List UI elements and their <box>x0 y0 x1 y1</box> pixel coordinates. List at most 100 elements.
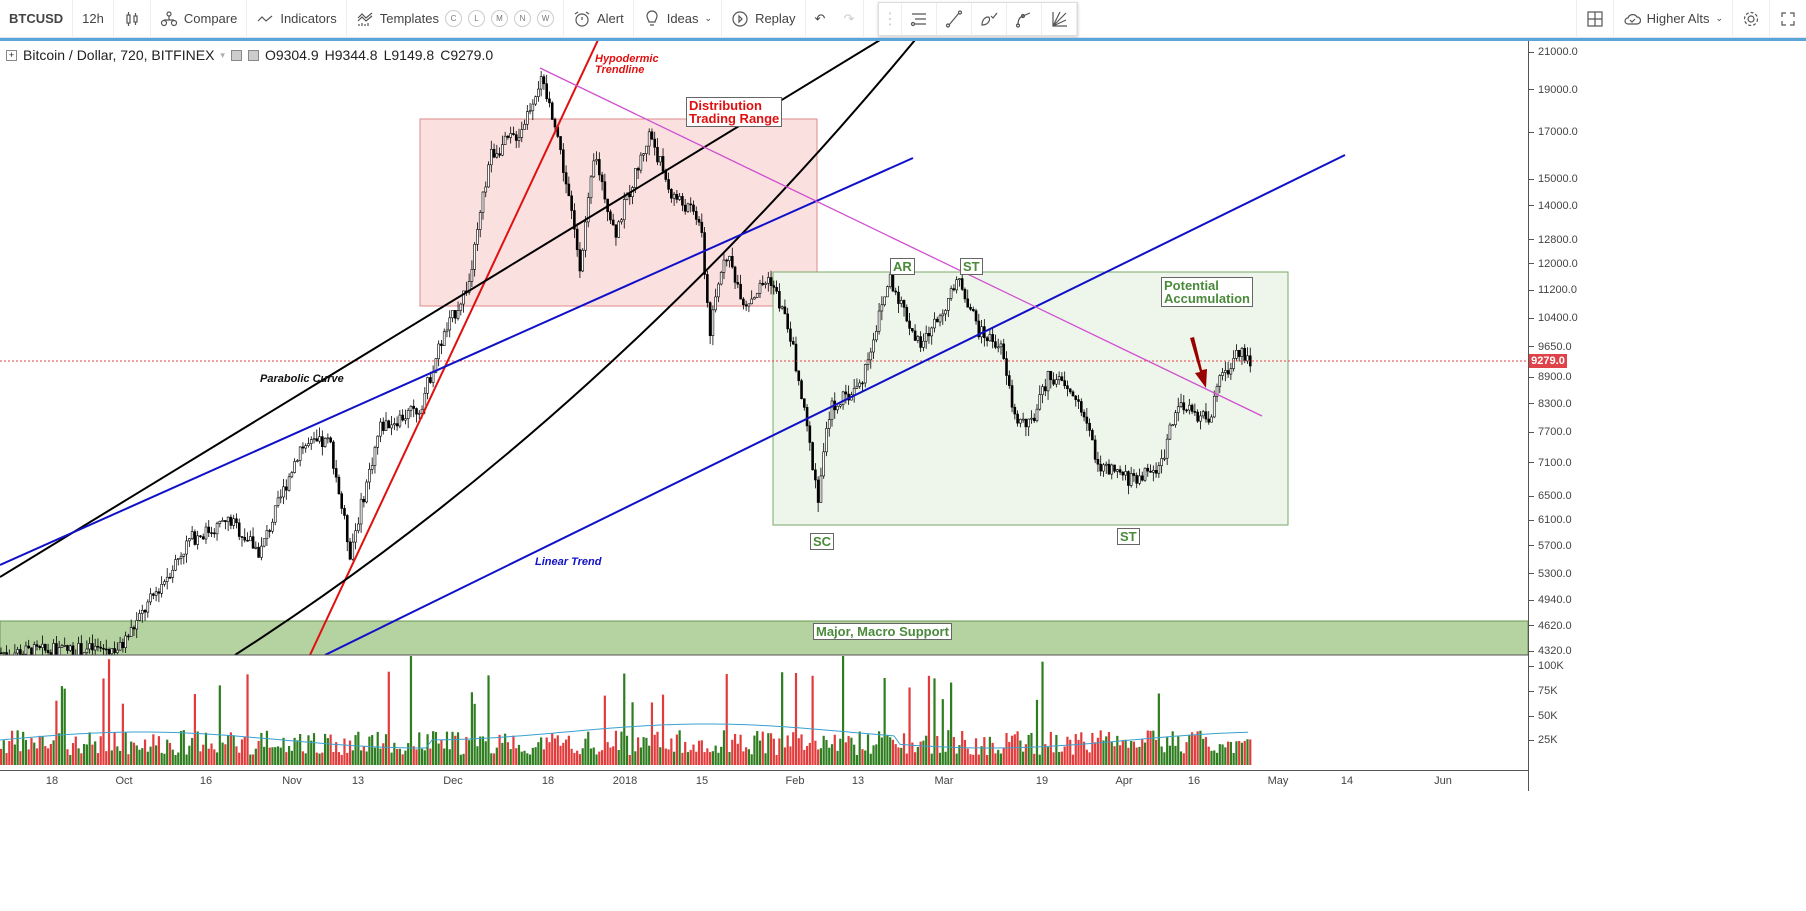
indicators-button[interactable]: Indicators <box>247 0 347 38</box>
candle-body <box>949 288 953 299</box>
candle-body <box>930 327 934 337</box>
save-layout-button[interactable]: Higher Alts ⌄ <box>1614 0 1733 38</box>
chevron-down-icon[interactable]: ▾ <box>220 49 225 60</box>
price-tick: 17000.0 <box>1529 126 1578 138</box>
alert-button[interactable]: Alert <box>564 0 634 38</box>
candle-body <box>1149 470 1152 473</box>
price-chart[interactable] <box>0 0 1528 770</box>
candle-body <box>218 520 222 524</box>
drag-handle[interactable]: ⋮ <box>879 3 902 35</box>
price-axis[interactable]: 21000.0 19000.0 17000.0 15000.0 14000.0 12800… <box>1528 41 1806 791</box>
candle-body <box>512 133 515 135</box>
macro-support-zone[interactable] <box>0 620 1528 655</box>
candle-body <box>420 408 424 414</box>
candle-body <box>5 652 8 655</box>
volume-bar <box>426 734 429 765</box>
volume-bar <box>160 752 163 765</box>
cloud-check-icon <box>1624 13 1641 25</box>
volume-bar <box>792 732 795 765</box>
undo-button[interactable]: ↶ <box>806 0 835 38</box>
volume-bar <box>240 739 244 765</box>
volume-bar <box>35 748 39 765</box>
volume-bar <box>1094 742 1097 765</box>
path-tool[interactable] <box>1007 3 1042 35</box>
candle-body <box>886 286 889 298</box>
ideas-button[interactable]: Ideas ⌄ <box>634 0 723 38</box>
symbol-search[interactable]: BTCUSD <box>0 0 74 38</box>
linear-trendline[interactable] <box>324 154 1346 655</box>
candle-body <box>1049 370 1053 381</box>
candle-body <box>902 300 906 308</box>
candle-body <box>1237 349 1241 357</box>
candle-body <box>99 646 103 649</box>
volume-bar <box>902 733 906 765</box>
volume-bar <box>1179 751 1183 765</box>
expand-legend-icon[interactable]: + <box>6 49 17 61</box>
candle-body <box>102 647 105 650</box>
template-w[interactable]: W <box>536 10 554 27</box>
volume-bar <box>246 674 249 765</box>
distribution-range-box[interactable] <box>419 118 818 307</box>
interval-button[interactable]: 12h <box>73 0 114 38</box>
templates-label: Templates <box>379 11 439 26</box>
potential-accumulation-label: Potential Accumulation <box>1161 277 1253 307</box>
volume-bar <box>401 754 404 765</box>
fullscreen-button[interactable] <box>1770 0 1806 38</box>
template-n[interactable]: N <box>513 10 531 27</box>
horizontal-lines-tool[interactable] <box>902 3 937 35</box>
volume-bar <box>1008 742 1011 765</box>
settings-button[interactable] <box>1733 0 1770 38</box>
volume-bar <box>315 752 318 765</box>
volume-bar <box>470 692 473 765</box>
template-l[interactable]: L <box>467 10 485 27</box>
layout-grid-button[interactable] <box>1575 0 1614 38</box>
compare-button[interactable]: Compare <box>151 0 248 38</box>
candle-body <box>406 410 410 419</box>
volume-bar <box>141 748 144 765</box>
candle-body <box>877 310 881 332</box>
fib-fan-tool[interactable] <box>1042 3 1077 35</box>
accumulation-box[interactable] <box>772 271 1289 526</box>
candle-body <box>1204 411 1208 420</box>
candle-body <box>1138 475 1141 484</box>
volume-bar <box>506 742 510 765</box>
candle-body <box>996 346 1000 349</box>
settings-icon[interactable] <box>247 49 259 61</box>
price-tick: 21000.0 <box>1529 46 1578 58</box>
candle-body <box>525 111 529 125</box>
parabolic-line[interactable] <box>0 40 881 578</box>
candle-body <box>393 423 396 426</box>
template-m[interactable]: M <box>490 10 508 27</box>
candle-body <box>736 282 740 285</box>
hypodermic-trendline[interactable] <box>309 40 599 655</box>
symbol-legend: + Bitcoin / Dollar, 720, BITFINEX ▾ O930… <box>6 47 493 63</box>
time-axis[interactable]: 18 Oct 16 Nov 13 Dec 18 2018 15 Feb 13 Mar 19 Apr 16 Ma… <box>0 770 1528 791</box>
candle-body <box>1199 415 1202 422</box>
chart-type-button[interactable] <box>114 0 151 38</box>
replay-button[interactable]: Replay <box>722 0 806 38</box>
candle-body <box>1110 464 1114 475</box>
volume-bar <box>612 746 615 765</box>
brush-tool[interactable] <box>972 3 1007 35</box>
volume-bar <box>864 750 867 765</box>
candle-body <box>999 343 1003 348</box>
volume-bar <box>132 742 136 765</box>
volume-bar <box>337 752 341 765</box>
visibility-icon[interactable] <box>230 49 242 61</box>
volume-bar <box>163 753 166 765</box>
candle-body <box>958 278 961 281</box>
candle-body <box>152 593 155 596</box>
parabolic-curve[interactable] <box>234 40 916 655</box>
volume-bar <box>177 752 180 765</box>
template-c[interactable]: C <box>444 10 462 27</box>
volume-bar <box>972 754 975 765</box>
trendline-tool[interactable] <box>937 3 972 35</box>
redo-button[interactable]: ↷ <box>834 0 865 38</box>
candle-body <box>1055 379 1058 385</box>
brush-icon <box>981 12 998 26</box>
blue-trendline-upper[interactable] <box>0 157 914 566</box>
volume-bar <box>684 741 687 765</box>
volume-bar <box>631 702 634 765</box>
magenta-downtrend-line[interactable] <box>539 67 1263 417</box>
